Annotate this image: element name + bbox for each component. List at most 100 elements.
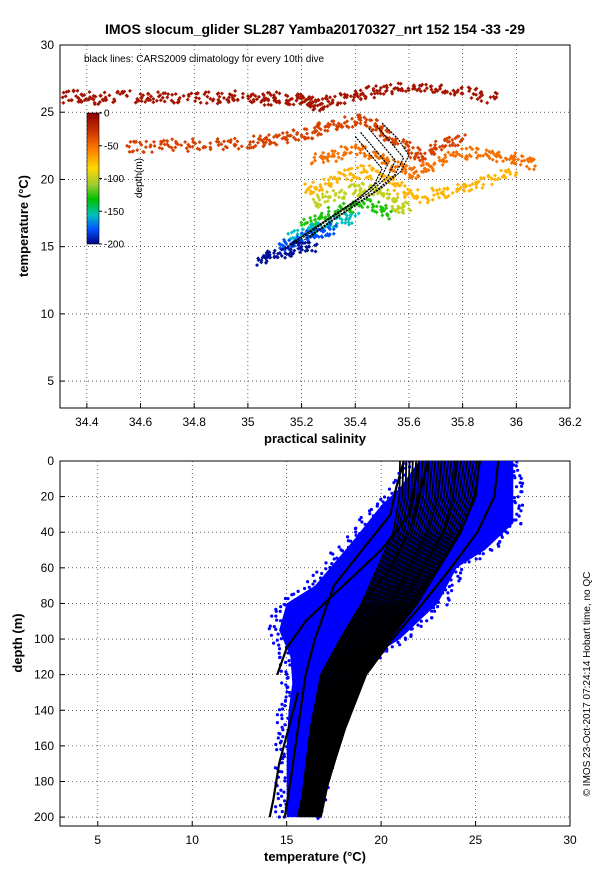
ts-point <box>266 102 271 107</box>
profile-climatology-line <box>312 461 462 818</box>
ts-point <box>459 153 464 158</box>
ts-point <box>447 139 452 144</box>
ts-point <box>428 143 433 148</box>
observation-point <box>274 742 278 747</box>
ts-point <box>285 94 290 99</box>
ts-point <box>320 192 325 197</box>
ts-point <box>387 216 392 221</box>
ts-point <box>407 140 412 145</box>
ts-point <box>143 145 148 150</box>
ts-point <box>509 160 514 165</box>
ts-point <box>483 151 488 156</box>
observation-point <box>354 526 358 530</box>
ts-point <box>331 227 336 232</box>
ts-point <box>264 140 269 145</box>
profile-y-tick-label: 60 <box>41 561 55 575</box>
ts-point <box>219 142 224 147</box>
ts-point <box>127 88 132 93</box>
ts-point <box>364 169 368 174</box>
ts-point <box>278 251 283 256</box>
profile-y-tick-label: 140 <box>34 703 54 717</box>
ts-point <box>500 175 505 180</box>
ts-point <box>341 201 346 206</box>
ts-point <box>399 180 404 185</box>
ts-point <box>112 97 117 102</box>
profile-climatology-line <box>299 461 405 818</box>
ts-point <box>248 99 253 104</box>
ts-point <box>286 102 291 107</box>
observation-point <box>445 603 449 607</box>
ts-point <box>325 199 330 204</box>
ts-point <box>387 192 392 197</box>
ts-point <box>292 248 297 253</box>
ts-point <box>342 120 347 125</box>
observation-point <box>512 463 516 467</box>
observation-point <box>346 535 350 539</box>
ts-point <box>419 169 424 174</box>
ts-point <box>274 98 279 103</box>
ts-point <box>395 191 400 196</box>
ts-point <box>304 131 309 136</box>
ts-point <box>91 93 96 98</box>
ts-point <box>430 197 435 202</box>
ts-point <box>407 175 412 180</box>
ts-point <box>285 133 290 138</box>
observation-point <box>285 690 289 694</box>
ts-point <box>63 94 68 99</box>
ts-point <box>384 206 389 211</box>
observation-point <box>441 591 445 595</box>
observation-point <box>478 557 482 561</box>
ts-point <box>141 93 146 98</box>
ts-point <box>418 151 423 156</box>
ts-point <box>307 100 312 105</box>
ts-point <box>389 209 394 214</box>
ts-point <box>130 149 135 154</box>
ts-point <box>308 215 313 220</box>
ts-point <box>330 148 335 153</box>
ts-point <box>342 95 347 100</box>
observation-point <box>478 551 482 556</box>
ts-grid <box>60 44 571 408</box>
observation-point <box>273 766 277 770</box>
profile-x-tick-label: 25 <box>469 833 483 847</box>
ts-point <box>195 91 200 96</box>
observation-point <box>328 565 332 570</box>
ts-x-tick-label: 34.8 <box>183 415 207 429</box>
ts-point <box>358 92 363 97</box>
profile-climatology-line <box>301 461 411 818</box>
observation-point <box>282 602 286 606</box>
ts-point <box>519 159 524 164</box>
profile-climatology-line <box>314 461 469 818</box>
ts-point <box>380 124 385 129</box>
observation-point <box>454 570 458 574</box>
ts-point <box>326 177 331 182</box>
observation-point <box>276 792 280 796</box>
ts-point <box>332 198 337 203</box>
ts-point <box>499 168 504 173</box>
ts-point <box>298 250 303 255</box>
observation-point <box>496 542 500 547</box>
observation-point <box>518 474 522 478</box>
profile-climatology-line <box>304 461 427 818</box>
observation-point <box>504 530 508 534</box>
ts-point <box>279 247 284 252</box>
ts-point <box>342 168 347 173</box>
observation-point <box>481 552 485 556</box>
ts-point <box>431 193 436 198</box>
ts-point <box>361 164 366 169</box>
ts-point <box>385 188 390 193</box>
ts-point <box>313 200 317 205</box>
ts-point <box>158 93 163 98</box>
observation-point <box>516 495 520 499</box>
ts-point <box>443 155 448 160</box>
ts-point <box>226 98 231 103</box>
ts-point <box>317 197 322 202</box>
ts-point <box>353 122 358 127</box>
observation-point <box>390 645 394 649</box>
ts-point <box>424 86 429 91</box>
observation-point <box>274 614 278 618</box>
ts-point <box>358 88 363 93</box>
observation-point <box>280 713 284 717</box>
ts-point <box>455 151 460 156</box>
ts-point <box>181 93 186 98</box>
